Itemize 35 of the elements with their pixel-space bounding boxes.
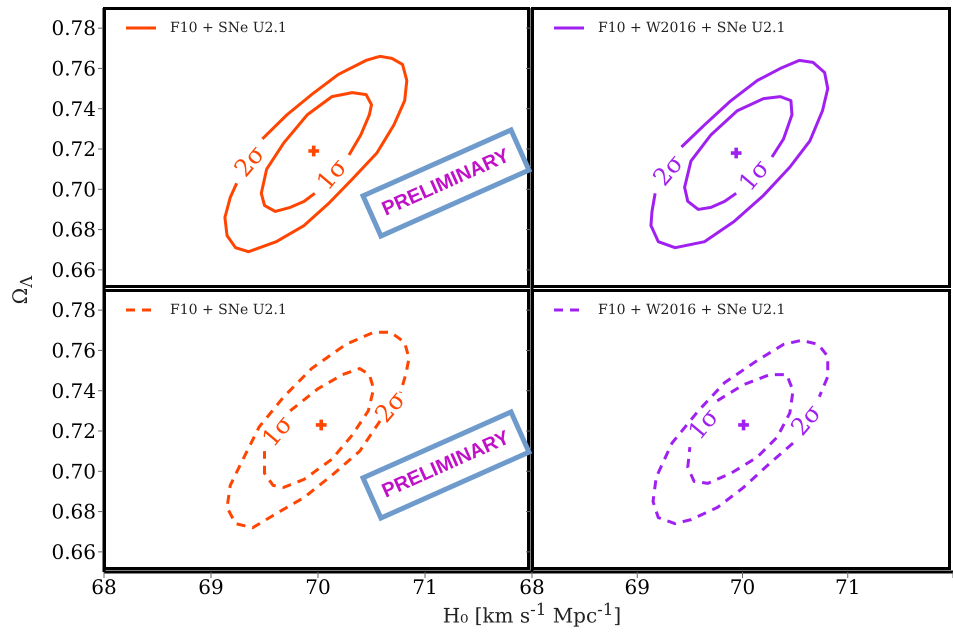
x-tick-label: 70 xyxy=(730,575,756,600)
annotation: 1σ xyxy=(256,410,298,452)
y-tick-label: 0.76 xyxy=(51,56,96,81)
annotation: 1σ xyxy=(311,153,353,196)
y-tick-label: 0.74 xyxy=(51,96,96,121)
y-tick-label: 0.70 xyxy=(51,459,96,484)
y-tick-label: 0.68 xyxy=(51,500,96,524)
annotation: 2σ xyxy=(785,398,828,442)
y-tick-label: 0.72 xyxy=(51,137,96,162)
legend-label: F10 + W2016 + SNe U2.1 xyxy=(598,20,786,36)
legend-label: F10 + W2016 + SNe U2.1 xyxy=(598,302,786,318)
x-tick-label: 71 xyxy=(412,575,438,600)
y-tick-label: 0.70 xyxy=(51,177,96,202)
annotation: 2σ xyxy=(228,140,270,182)
x-axis-title: H₀ [km s$^{-1}$ Mpc$^{-1}$] xyxy=(442,600,622,628)
y-tick-label: 0.66 xyxy=(51,540,96,564)
x-tick-label: 70 xyxy=(305,575,331,600)
line-series xyxy=(263,367,376,489)
x-tick-label: 69 xyxy=(624,575,650,600)
y-tick-label: 0.76 xyxy=(51,338,96,363)
annotation: 1σ xyxy=(733,154,775,196)
annotation: 2σ xyxy=(647,149,690,192)
y-tick-label: 0.78 xyxy=(51,298,96,322)
y-tick-label: 0.72 xyxy=(51,419,96,444)
annotation: 1σ xyxy=(682,402,724,446)
y-tick-label: 0.74 xyxy=(51,378,96,403)
y-tick-label: 0.78 xyxy=(51,16,96,40)
x-tick-label: 68 xyxy=(91,575,117,600)
x-tick-label: 71 xyxy=(835,575,860,600)
x-tick-label: 68 xyxy=(519,575,545,600)
legend-label: F10 + SNe U2.1 xyxy=(170,302,287,318)
x-tick-label: 69 xyxy=(198,575,224,600)
legend-label: F10 + SNe U2.1 xyxy=(170,20,287,36)
y-tick-label: 0.68 xyxy=(51,218,96,242)
y-tick-label: 0.66 xyxy=(51,258,96,282)
